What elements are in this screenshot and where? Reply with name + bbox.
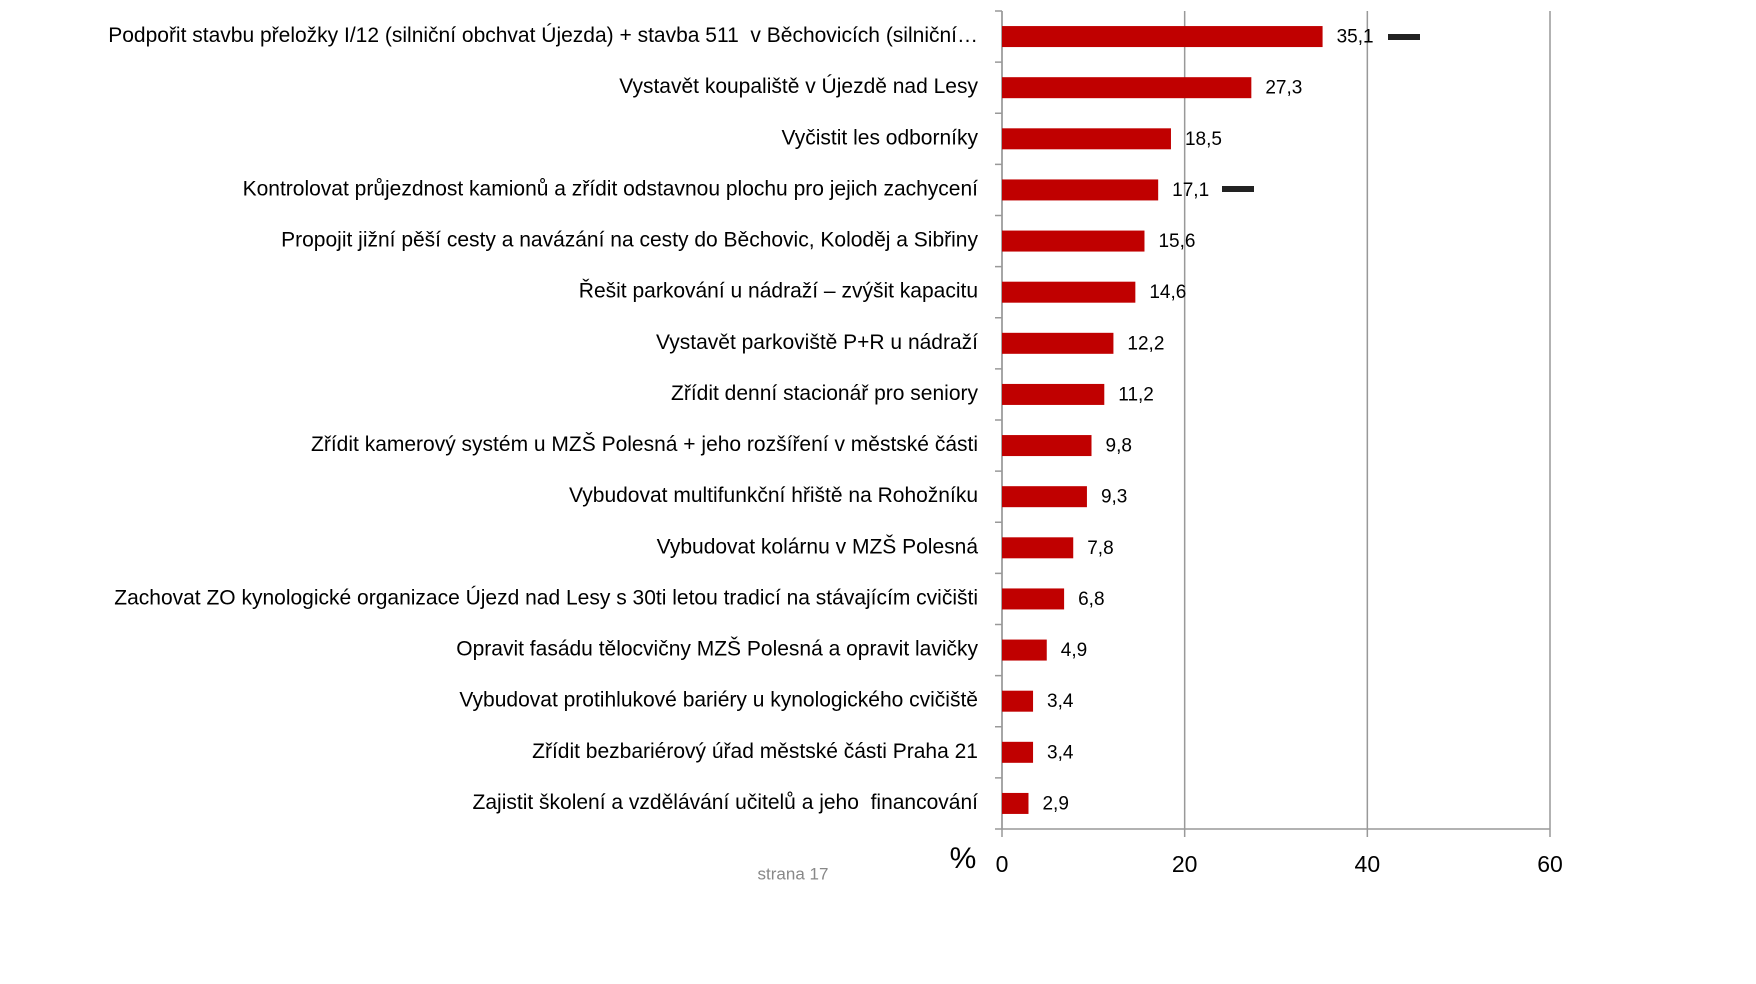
x-tick-label: 40 [1355,851,1381,877]
marker-icon [1222,186,1254,192]
value-label: 11,2 [1118,384,1154,405]
value-label: 18,5 [1185,129,1222,150]
value-label: 4,9 [1061,640,1087,661]
bar [1002,230,1145,252]
category-label: Vystavět koupaliště v Újezdě nad Lesy [619,75,978,98]
bar [1002,486,1087,508]
value-label: 15,6 [1158,231,1195,252]
value-label: 3,4 [1047,742,1074,763]
bar [1002,179,1159,201]
category-label: Vystavět parkoviště P+R u nádraží [656,331,978,354]
x-tick-label: 0 [996,851,1009,877]
category-label: Vyčistit les odborníky [782,126,979,149]
category-label: Vybudovat kolárnu v MZŠ Polesná [657,535,979,558]
x-tick-label: 20 [1172,851,1198,877]
bar [1002,26,1323,48]
x-axis-label: % [950,842,977,875]
marker-icon [1388,34,1420,40]
bar [1002,639,1047,661]
category-label: Zřídit bezbariérový úřad městské části P… [532,740,978,763]
category-label: Propojit jižní pěší cesty a navázání na … [281,229,978,252]
category-label: Vybudovat multifunkční hřiště na Rohožní… [569,484,978,507]
bar [1002,332,1114,354]
category-label: Zachovat ZO kynologické organizace Újezd… [114,586,978,609]
bar [1002,537,1074,559]
category-label: Opravit fasádu tělocvičny MZŠ Polesná a … [456,638,978,661]
value-label: 9,3 [1101,487,1127,508]
category-label: Zajistit školení a vzdělávání učitelů a … [473,791,979,814]
x-tick-label: 60 [1537,851,1563,877]
category-label: Zřídit kamerový systém u MZŠ Polesná + j… [311,433,978,456]
value-label: 12,2 [1127,333,1164,354]
value-label: 27,3 [1265,78,1302,99]
bar [1002,77,1252,99]
category-label: Vybudovat protihlukové bariéry u kynolog… [459,689,978,712]
value-label: 14,6 [1149,282,1186,303]
bar [1002,792,1029,814]
bar [1002,128,1171,150]
value-label: 35,1 [1337,27,1374,48]
value-label: 2,9 [1042,793,1068,814]
bar [1002,588,1065,610]
bar [1002,281,1136,303]
value-label: 7,8 [1087,538,1113,559]
category-label: Kontrolovat průjezdnost kamionů a zřídit… [243,177,979,200]
footer: strana 17 [758,864,829,883]
bar [1002,435,1092,457]
value-label: 17,1 [1172,180,1209,201]
category-label: Řešit parkování u nádraží – zvýšit kapac… [579,280,978,303]
bar [1002,383,1105,405]
value-label: 6,8 [1078,589,1104,610]
value-label: 9,8 [1106,436,1132,457]
category-label: Zřídit denní stacionář pro seniory [671,382,978,405]
bar [1002,690,1034,712]
category-label: Podpořit stavbu přeložky I/12 (silniční … [108,24,978,47]
bar [1002,741,1034,763]
value-label: 3,4 [1047,691,1074,712]
